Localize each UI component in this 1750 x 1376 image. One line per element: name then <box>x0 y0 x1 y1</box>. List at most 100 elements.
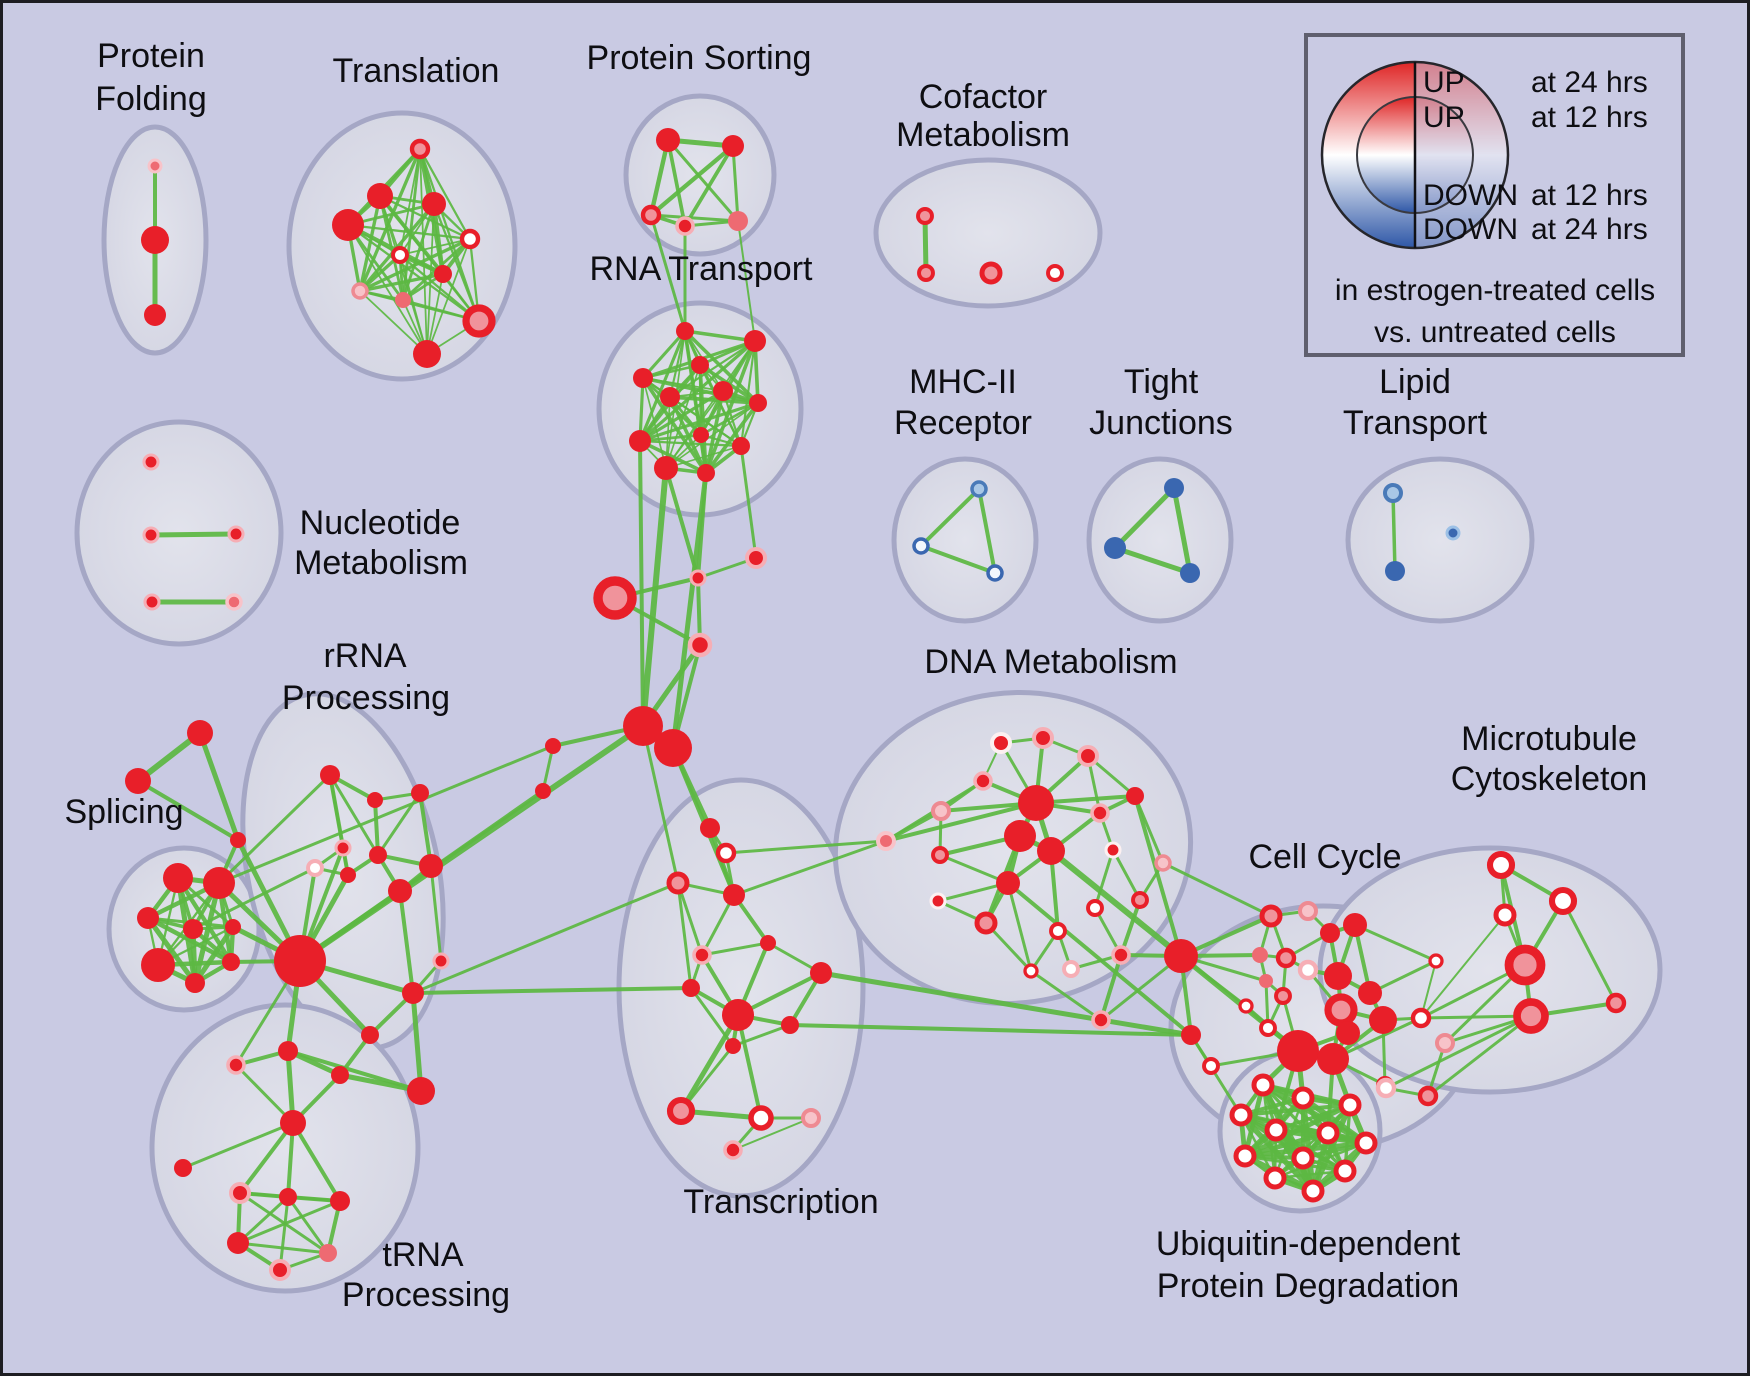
node-cell-cycle-11[interactable] <box>1259 1019 1277 1037</box>
node-microtubule-cytoskeleton-9[interactable] <box>1417 1085 1439 1107</box>
node-rna-transport-1[interactable] <box>744 330 766 352</box>
node-rna-transport-8[interactable] <box>693 427 709 443</box>
node-cell-cycle-2[interactable] <box>1320 923 1340 943</box>
node-rrna-processing-5[interactable] <box>340 867 356 883</box>
node-transcription-12[interactable] <box>748 1105 774 1131</box>
node-trna-processing-4[interactable] <box>280 1110 306 1136</box>
node-trna-processing-1[interactable] <box>226 1055 246 1075</box>
node-microtubule-cytoskeleton-5[interactable] <box>1410 1007 1432 1029</box>
node-cell-cycle-15[interactable] <box>1277 1030 1319 1072</box>
node-cell-cycle-12[interactable] <box>1324 993 1358 1027</box>
node-ubiquitin-degradation-7[interactable] <box>1233 1144 1257 1168</box>
node-connector-10[interactable] <box>1181 1025 1201 1045</box>
node-mhc2-receptor-1[interactable] <box>912 537 930 555</box>
node-transcription-14[interactable] <box>723 1140 743 1160</box>
node-connector-1[interactable] <box>745 547 767 569</box>
node-ubiquitin-degradation-0[interactable] <box>1251 1073 1275 1097</box>
node-trna-processing-6[interactable] <box>229 1182 251 1204</box>
node-tight-junctions-2[interactable] <box>1180 563 1200 583</box>
node-cofactor-metabolism-3[interactable] <box>1046 264 1064 282</box>
node-translation-3[interactable] <box>422 192 446 216</box>
node-rna-transport-3[interactable] <box>691 356 709 374</box>
node-protein-sorting-2[interactable] <box>640 204 662 226</box>
node-rrna-processing-9[interactable] <box>274 935 326 987</box>
node-protein-folding-2[interactable] <box>144 304 166 326</box>
node-connector-4[interactable] <box>623 706 663 746</box>
node-lipid-transport-0[interactable] <box>1383 483 1403 503</box>
node-cell-cycle-3[interactable] <box>1343 913 1367 937</box>
node-rrna-processing-7[interactable] <box>388 879 412 903</box>
node-connector-11[interactable] <box>187 720 213 746</box>
node-cell-cycle-17[interactable] <box>1336 1021 1360 1045</box>
node-lipid-transport-1[interactable] <box>1385 561 1405 581</box>
node-trna-processing-2[interactable] <box>331 1066 349 1084</box>
node-cell-cycle-5[interactable] <box>1275 947 1297 969</box>
node-cofactor-metabolism-0[interactable] <box>916 207 934 225</box>
node-ubiquitin-degradation-4[interactable] <box>1264 1118 1288 1142</box>
node-connector-7[interactable] <box>535 783 551 799</box>
node-translation-10[interactable] <box>413 340 441 368</box>
node-trna-processing-8[interactable] <box>330 1191 350 1211</box>
node-rna-transport-6[interactable] <box>749 394 767 412</box>
node-transcription-9[interactable] <box>781 1016 799 1034</box>
node-dna-metabolism-1[interactable] <box>1032 727 1054 749</box>
node-dna-metabolism-8[interactable] <box>1037 837 1065 865</box>
node-ubiquitin-degradation-2[interactable] <box>1338 1093 1362 1117</box>
node-tight-junctions-1[interactable] <box>1104 537 1126 559</box>
node-transcription-10[interactable] <box>725 1038 741 1054</box>
node-rna-transport-9[interactable] <box>732 437 750 455</box>
node-mhc2-receptor-0[interactable] <box>970 480 988 498</box>
node-dna-metabolism-13[interactable] <box>929 892 947 910</box>
node-cofactor-metabolism-2[interactable] <box>979 261 1003 285</box>
node-transcription-11[interactable] <box>666 1096 696 1126</box>
node-protein-sorting-4[interactable] <box>728 211 748 231</box>
node-rrna-processing-6[interactable] <box>369 846 387 864</box>
node-ubiquitin-degradation-5[interactable] <box>1316 1121 1340 1145</box>
node-connector-9[interactable] <box>1164 939 1198 973</box>
node-cell-cycle-0[interactable] <box>1259 904 1283 928</box>
node-connector-3[interactable] <box>687 632 713 658</box>
node-rna-transport-11[interactable] <box>697 464 715 482</box>
node-translation-6[interactable] <box>434 265 452 283</box>
node-rna-transport-5[interactable] <box>713 381 733 401</box>
node-ubiquitin-degradation-1[interactable] <box>1291 1086 1315 1110</box>
node-splicing-4[interactable] <box>225 919 241 935</box>
node-protein-sorting-1[interactable] <box>722 135 744 157</box>
node-splicing-3[interactable] <box>183 919 203 939</box>
node-dna-metabolism-15[interactable] <box>1049 922 1067 940</box>
node-protein-sorting-3[interactable] <box>675 216 695 236</box>
node-cell-cycle-8[interactable] <box>1259 974 1273 988</box>
node-transcription-8[interactable] <box>722 999 754 1031</box>
node-microtubule-cytoskeleton-7[interactable] <box>1605 992 1627 1014</box>
node-dna-metabolism-10[interactable] <box>1090 803 1110 823</box>
node-connector-13[interactable] <box>230 832 246 848</box>
node-microtubule-cytoskeleton-10[interactable] <box>1435 1033 1455 1053</box>
node-rna-transport-10[interactable] <box>654 456 678 480</box>
node-cell-cycle-10[interactable] <box>1238 998 1254 1014</box>
node-rrna-processing-12[interactable] <box>361 1026 379 1044</box>
node-connector-6[interactable] <box>545 738 561 754</box>
node-transcription-2[interactable] <box>666 871 690 895</box>
node-dna-metabolism-21[interactable] <box>1111 945 1131 965</box>
node-dna-metabolism-7[interactable] <box>1004 820 1036 852</box>
node-rrna-processing-8[interactable] <box>419 854 443 878</box>
node-microtubule-cytoskeleton-4[interactable] <box>1428 953 1444 969</box>
node-dna-metabolism-2[interactable] <box>1077 745 1099 767</box>
node-translation-1[interactable] <box>367 183 393 209</box>
node-splicing-5[interactable] <box>141 948 175 982</box>
node-trna-processing-9[interactable] <box>227 1232 249 1254</box>
node-translation-5[interactable] <box>391 246 409 264</box>
node-microtubule-cytoskeleton-2[interactable] <box>1493 903 1517 927</box>
node-splicing-7[interactable] <box>222 953 240 971</box>
node-transcription-0[interactable] <box>700 818 720 838</box>
node-protein-folding-1[interactable] <box>141 226 169 254</box>
node-nucleotide-metabolism-3[interactable] <box>143 593 161 611</box>
node-translation-9[interactable] <box>462 304 496 338</box>
node-cell-cycle-6[interactable] <box>1297 959 1319 981</box>
node-cell-cycle-14[interactable] <box>1369 1006 1397 1034</box>
node-cell-cycle-7[interactable] <box>1324 962 1352 990</box>
node-cell-cycle-4[interactable] <box>1252 947 1268 963</box>
node-dna-metabolism-11[interactable] <box>1126 787 1144 805</box>
node-dna-metabolism-5[interactable] <box>931 846 949 864</box>
node-nucleotide-metabolism-1[interactable] <box>142 526 160 544</box>
